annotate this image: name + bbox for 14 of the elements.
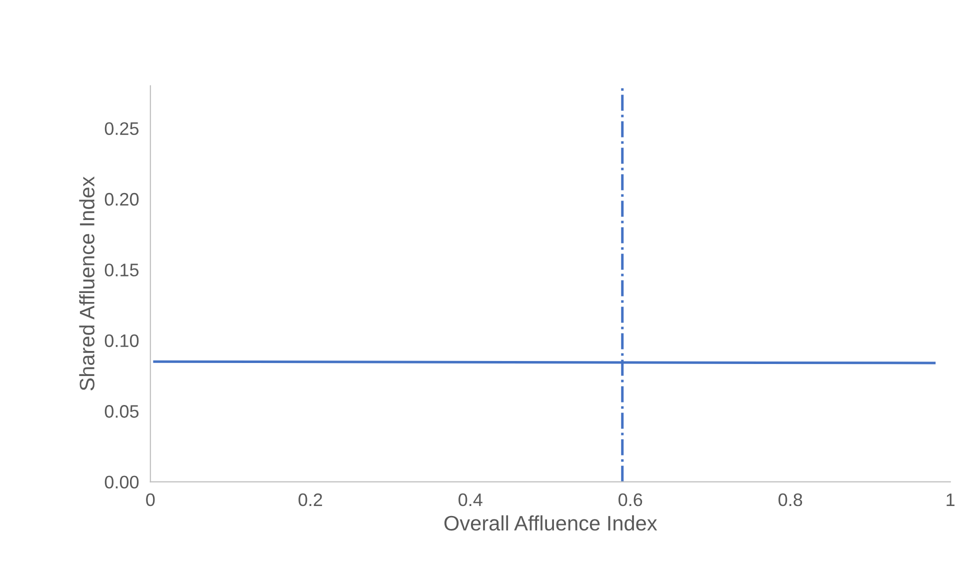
y-tick-label: 0.15 [104,264,139,276]
x-tick-label: 1 [946,494,954,506]
y-tick-label: 0.05 [104,405,139,418]
x-tick-label: 0.4 [458,493,482,506]
x-tick-label: 0.2 [298,493,322,506]
x-axis-title: Overall Affluence Index [444,515,658,531]
y-tick-label: 0.25 [104,122,139,135]
x-tick-label: 0 [146,493,155,506]
y-axis-title: Shared Affluence Index [79,176,94,390]
y-tick-label: 0.20 [104,192,139,206]
x-tick-label: 0.6 [618,493,642,506]
x-tick-label: 0.8 [778,493,802,506]
y-tick-label: 0.10 [104,334,139,348]
y-tick-label: 0.00 [104,476,139,489]
